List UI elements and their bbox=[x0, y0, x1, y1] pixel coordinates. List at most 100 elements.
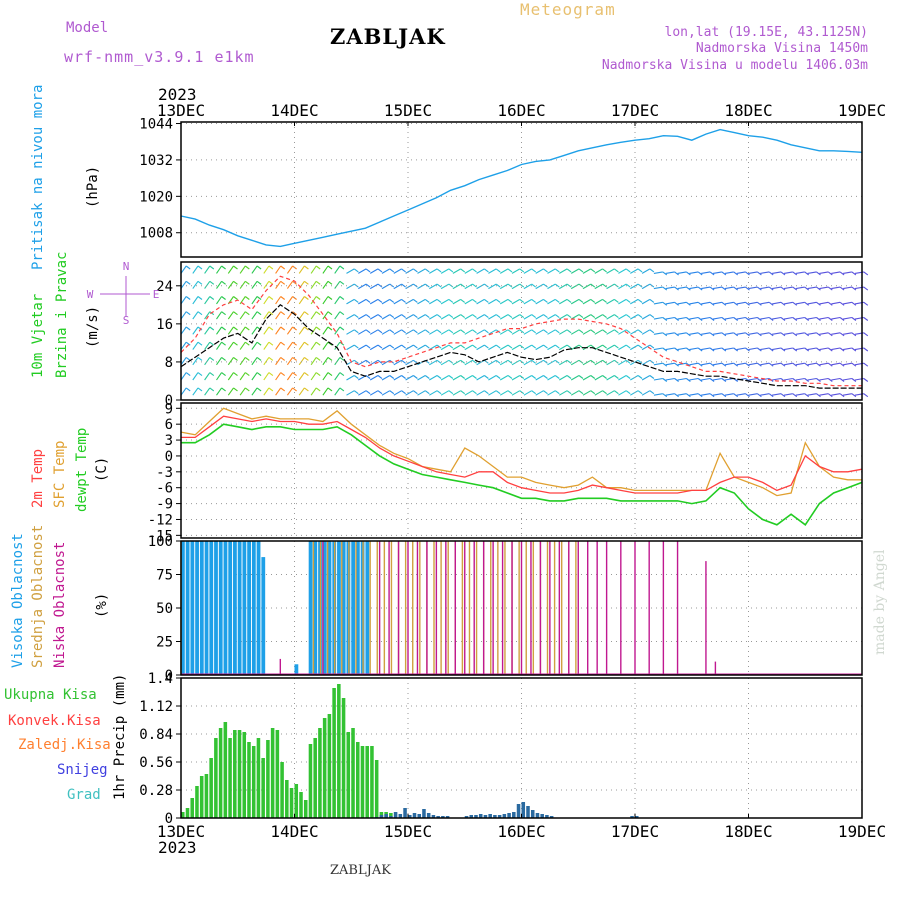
wind-barb bbox=[843, 332, 852, 335]
wind-barb-flag bbox=[484, 329, 489, 334]
wind-barb bbox=[298, 296, 305, 305]
wind-barb bbox=[831, 347, 841, 351]
wind-barb bbox=[547, 268, 556, 274]
wind-barb-flag bbox=[292, 326, 297, 331]
wind-barb-flag bbox=[554, 375, 560, 379]
wind-barb bbox=[429, 390, 438, 396]
wind-barb-flag bbox=[365, 268, 371, 273]
wind-barb bbox=[334, 265, 341, 274]
wind-barb bbox=[405, 344, 414, 351]
top-date-label: 17DEC bbox=[611, 101, 659, 120]
wind-barb bbox=[251, 326, 258, 335]
wind-barb-flag bbox=[389, 314, 395, 319]
precip-ytick-label: 0.28 bbox=[139, 783, 173, 799]
wind-barb-flag bbox=[244, 372, 250, 377]
wind-barb-flag bbox=[757, 393, 762, 398]
wind-barb-flag bbox=[197, 265, 203, 270]
wind-barb bbox=[807, 286, 817, 290]
wind-barb bbox=[606, 298, 615, 305]
wind-barb-flag bbox=[233, 372, 238, 377]
wind-barb-flag bbox=[531, 375, 537, 379]
wind-barb bbox=[630, 314, 639, 320]
precip-total-bar bbox=[351, 728, 355, 818]
wind-barb bbox=[795, 362, 805, 366]
wind-barb bbox=[831, 362, 841, 366]
wind-barb-flag bbox=[484, 344, 489, 349]
wind-barb-flag bbox=[365, 344, 371, 349]
wind-barb-flag bbox=[674, 301, 679, 306]
wind-barb-flag bbox=[816, 332, 821, 337]
precip-ytick-label: 0.84 bbox=[139, 727, 173, 743]
wind-barb-flag bbox=[662, 286, 668, 291]
wind-barb bbox=[369, 375, 379, 381]
wind-barb-flag bbox=[448, 268, 454, 273]
wind-barb-flag bbox=[209, 296, 215, 300]
wind-barb-flag bbox=[185, 341, 191, 346]
wind-barb-flag bbox=[221, 265, 226, 270]
wind-barb-flag bbox=[256, 296, 262, 300]
wind-barb bbox=[736, 271, 746, 274]
wind-barb-flag bbox=[327, 311, 333, 316]
wind-barb bbox=[712, 362, 722, 366]
wind-barb bbox=[748, 271, 758, 274]
wind-barb-flag bbox=[424, 344, 430, 349]
wind-barb bbox=[488, 283, 497, 290]
wind-barb-flag bbox=[697, 347, 703, 352]
dewpt-ylabel: dewpt Temp bbox=[74, 428, 90, 512]
wind-barb-flag bbox=[697, 393, 703, 398]
wind-barbs bbox=[180, 265, 869, 398]
wind-barb bbox=[358, 344, 367, 351]
wind-barb bbox=[689, 362, 699, 366]
wind-barb-flag bbox=[674, 362, 679, 367]
wind-barb-flag bbox=[543, 375, 548, 379]
wind-barb-flag bbox=[256, 356, 262, 361]
temp2m-ylabel: 2m Temp bbox=[30, 449, 46, 508]
wind-barb bbox=[831, 377, 841, 381]
wind-barb bbox=[523, 329, 532, 335]
wind-barb-flag bbox=[353, 314, 359, 319]
wind-barb bbox=[476, 390, 485, 396]
compass-w-label: W bbox=[87, 288, 94, 301]
wind-barb bbox=[606, 390, 615, 396]
wind-barb bbox=[476, 375, 485, 381]
precip-total-bar bbox=[190, 798, 195, 818]
wind-barb-flag bbox=[625, 390, 631, 395]
top-year-label: 2023 bbox=[158, 85, 197, 104]
wind-barb bbox=[322, 326, 329, 335]
precip-snow-bar bbox=[549, 816, 554, 818]
wind-barb-flag bbox=[315, 326, 321, 331]
wind-barb bbox=[488, 390, 497, 396]
wind-barb bbox=[216, 326, 223, 335]
wind-barb bbox=[393, 359, 402, 366]
wind-barb bbox=[547, 390, 556, 396]
wind-barb-flag bbox=[674, 378, 679, 382]
wind-barb bbox=[464, 329, 473, 335]
wind-barb bbox=[369, 268, 379, 274]
wind-barb bbox=[665, 271, 675, 274]
wind-barb bbox=[618, 329, 627, 335]
wind-barb bbox=[511, 329, 521, 335]
wind-barb-flag bbox=[507, 283, 513, 288]
wind-barb bbox=[452, 298, 461, 305]
wind-barb bbox=[724, 347, 734, 351]
wind-barb bbox=[499, 283, 509, 290]
precip-snow-bar bbox=[426, 813, 431, 818]
wind-barb bbox=[488, 268, 497, 274]
wind-barb-flag bbox=[244, 341, 250, 346]
wind-barb-flag bbox=[292, 341, 297, 346]
wind-barb-flag bbox=[804, 393, 810, 398]
wind-barb bbox=[346, 329, 355, 335]
bottom-date-label: 16DEC bbox=[497, 822, 545, 841]
wind-barb bbox=[358, 283, 367, 290]
wind-barb bbox=[582, 390, 592, 396]
wind-barb bbox=[417, 375, 426, 381]
wind-barb bbox=[594, 314, 603, 320]
wind-barb-flag bbox=[827, 393, 833, 398]
wind-barb bbox=[689, 393, 699, 396]
wind-barb bbox=[677, 271, 687, 274]
wind-barb-flag bbox=[851, 378, 857, 382]
station-title: ZABLJAK bbox=[330, 24, 446, 49]
wind-barb bbox=[831, 271, 841, 274]
cloud-high-bar bbox=[233, 541, 237, 675]
wind-barb-flag bbox=[327, 387, 333, 392]
